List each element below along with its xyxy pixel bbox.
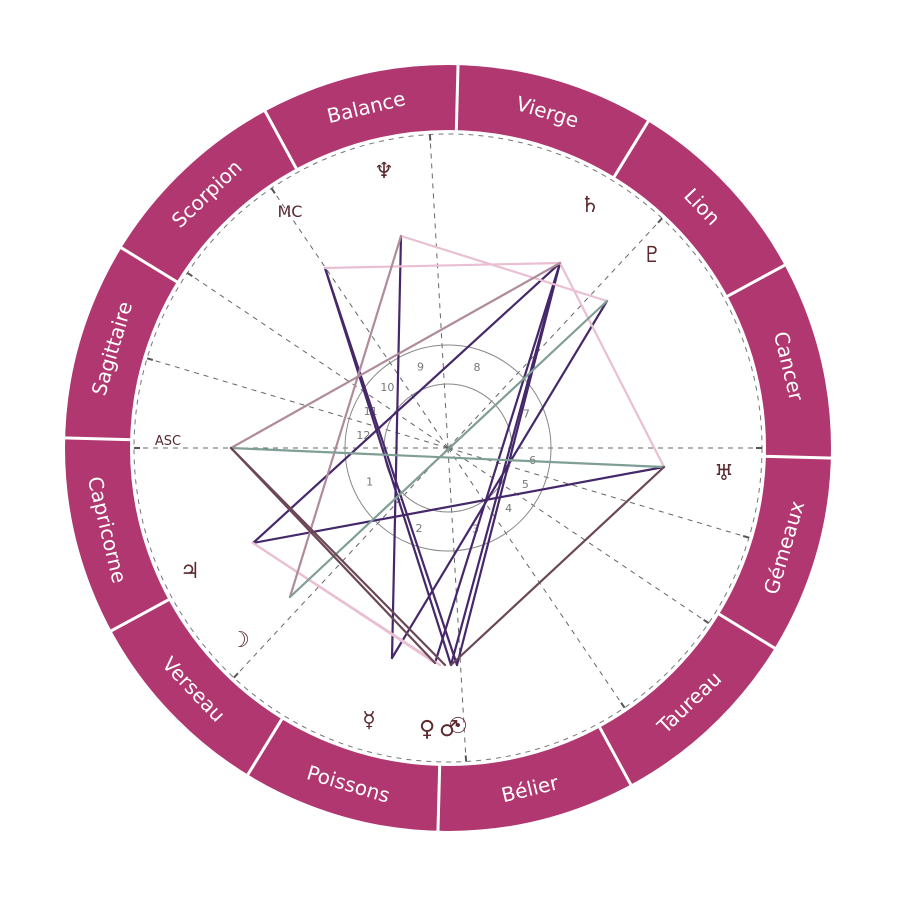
aspect-line bbox=[390, 299, 609, 660]
house-cusp-line bbox=[271, 188, 449, 449]
house-number: 4 bbox=[505, 502, 512, 515]
sign-divider bbox=[245, 716, 285, 778]
venus-icon: ♀ bbox=[419, 717, 435, 742]
uranus-icon: ♅ bbox=[714, 461, 734, 486]
aspect-line bbox=[323, 266, 459, 667]
sign-divider bbox=[436, 763, 442, 833]
house-number: 3 bbox=[472, 522, 479, 535]
house-cusp-line bbox=[447, 447, 625, 708]
house-cusp-line bbox=[447, 447, 709, 624]
soleil-icon: ☉ bbox=[448, 714, 468, 739]
aspect-line bbox=[323, 261, 562, 270]
sign-divider bbox=[763, 454, 833, 460]
house-number: 1 bbox=[366, 476, 373, 489]
sign-divider bbox=[716, 611, 778, 651]
aspect-line bbox=[288, 299, 609, 599]
house-number: 10 bbox=[380, 381, 394, 394]
lune-icon: ☽ bbox=[230, 628, 250, 653]
sign-divider bbox=[262, 108, 299, 172]
house-number: 9 bbox=[417, 361, 424, 374]
jupiter-icon: ♃ bbox=[180, 559, 200, 584]
aspect-line bbox=[449, 465, 666, 667]
pluton-icon: ♇ bbox=[642, 243, 662, 268]
aspect-line bbox=[251, 465, 666, 545]
sign-divider bbox=[611, 118, 651, 180]
aspect-line bbox=[229, 261, 562, 450]
aspect-line bbox=[229, 446, 447, 667]
saturne-icon: ♄ bbox=[580, 193, 600, 218]
aspect-line bbox=[229, 446, 666, 469]
aspect-line bbox=[288, 234, 403, 599]
house-number: 12 bbox=[356, 429, 370, 442]
aspect-line bbox=[399, 234, 609, 303]
aspect-lines bbox=[229, 234, 666, 667]
zodiac-ring: CancerGémeauxTaureauBélierPoissonsVersea… bbox=[63, 63, 833, 833]
house-number: 7 bbox=[523, 407, 530, 420]
house-cusp-line bbox=[233, 447, 449, 678]
aspect-line bbox=[251, 261, 562, 545]
aspect-line bbox=[251, 541, 442, 667]
house-cusp-line bbox=[447, 218, 663, 449]
sign-divider bbox=[108, 597, 172, 634]
aspect-line bbox=[433, 261, 562, 665]
house-number: 5 bbox=[522, 478, 529, 491]
house-number: 8 bbox=[474, 361, 481, 374]
neptune-icon: ♆ bbox=[374, 159, 394, 184]
aspect-line bbox=[390, 234, 403, 660]
house-cusp-line bbox=[429, 134, 449, 449]
house-cusp-line bbox=[447, 447, 467, 762]
asc-label: ASC bbox=[155, 434, 181, 449]
mercure-icon: ☿ bbox=[362, 708, 376, 733]
sign-divider bbox=[724, 262, 788, 299]
aspect-line bbox=[558, 261, 666, 469]
sign-divider bbox=[454, 63, 460, 133]
house-cusp-lines bbox=[133, 133, 763, 763]
sign-divider bbox=[118, 245, 180, 285]
sign-divider bbox=[63, 436, 133, 442]
planet-glyphs: ♆ ♄ ♇ ♅ ♃ ☽ ☿ ♀ ♂☉ bbox=[180, 159, 734, 742]
mars-icon: ♂ bbox=[439, 717, 459, 742]
house-cusp-line bbox=[187, 272, 449, 449]
mc-label: MC bbox=[278, 202, 303, 221]
sign-divider bbox=[597, 724, 634, 788]
house-number: 2 bbox=[415, 522, 422, 535]
